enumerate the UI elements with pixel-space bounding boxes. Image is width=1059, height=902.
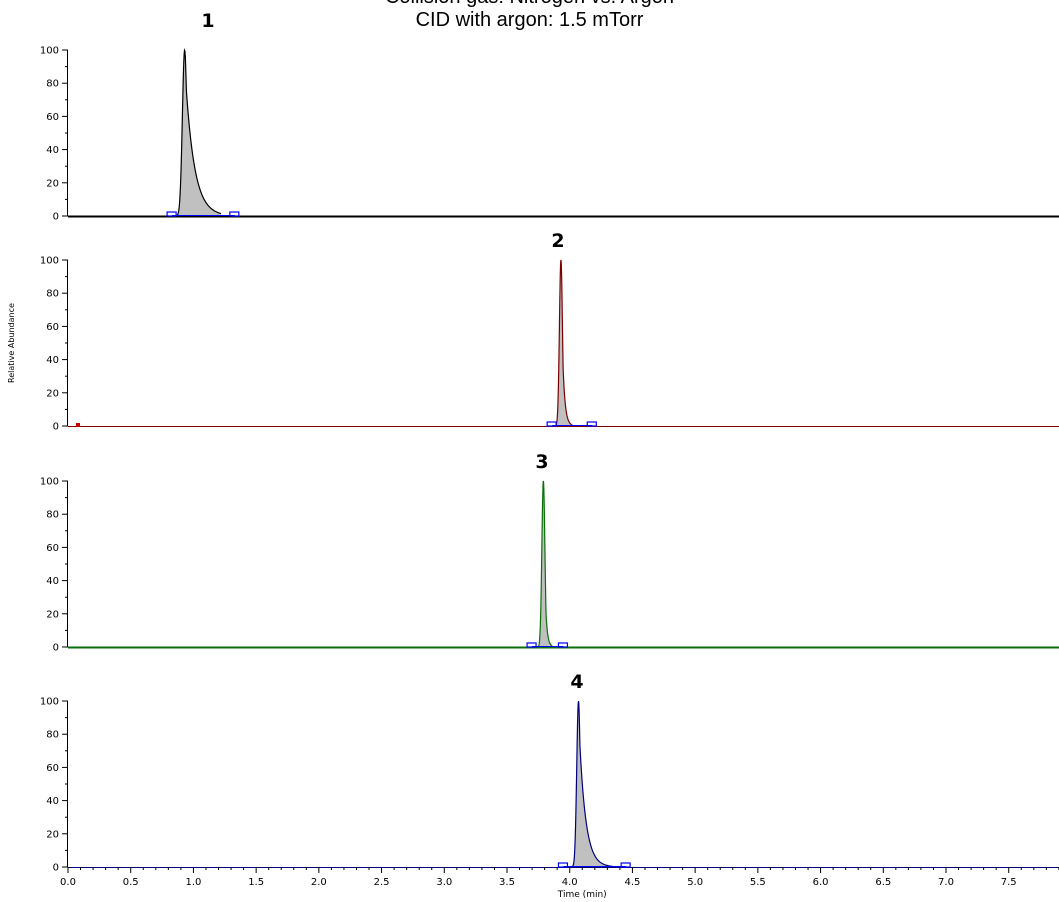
x-tick-label: 7.5 (1001, 877, 1017, 888)
y-tick-label: 40 (46, 796, 59, 807)
x-tick-label: 3.0 (436, 877, 452, 888)
peak-area (175, 50, 222, 217)
x-tick-label: 6.5 (875, 877, 891, 888)
y-tick-label: 100 (40, 477, 59, 488)
x-tick-label: 4.5 (624, 877, 640, 888)
y-tick-label: 0 (53, 643, 59, 654)
baseline-marker (526, 642, 537, 648)
baseline-marker (166, 211, 177, 217)
y-axis-label: Relative Abundance (7, 303, 16, 383)
x-axis-label: Time (min) (557, 890, 607, 900)
chart-header: Collision gas: Nitrogen vs. Argon CID wi… (0, 0, 1059, 30)
peak-line (537, 480, 553, 648)
x-tick-label: 5.5 (750, 877, 766, 888)
x-tick-label: 0.5 (123, 877, 139, 888)
y-tick-label: 60 (46, 543, 59, 554)
y-tick-label: 100 (40, 46, 59, 57)
chart-title-line-1: Collision gas: Nitrogen vs. Argon (0, 0, 1059, 9)
y-tick-label: 0 (53, 422, 59, 433)
y-tick-label: 60 (46, 112, 59, 123)
x-tick-label: 1.0 (185, 877, 201, 888)
y-tick-label: 80 (46, 289, 59, 300)
x-tick-label: 2.0 (311, 877, 327, 888)
y-tick-label: 60 (46, 763, 59, 774)
x-tick-label: 5.0 (687, 877, 703, 888)
peak-line (175, 48, 222, 217)
red-marker (76, 423, 81, 427)
y-tick-label: 100 (40, 256, 59, 267)
chart-title-line-2: CID with argon: 1.5 mTorr (415, 9, 644, 30)
panel-1: 0 20 40 60 80 100 1 (40, 10, 1059, 223)
y-tick-label: 20 (46, 178, 59, 189)
x-tick-label: 2.5 (374, 877, 390, 888)
peak-area (554, 260, 573, 426)
panel-3: 0 20 40 60 80 100 3 (40, 451, 1059, 654)
panel-label: 1 (201, 10, 214, 32)
peak-line (554, 259, 573, 427)
y-tick-label: 20 (46, 829, 59, 840)
y-tick-label: 80 (46, 510, 59, 521)
panel-4: 0 20 40 60 80 100 4 0.0 0.5 1.0 1.5 2.0 2.5 3.0 3.5 4.0… (40, 671, 1059, 900)
y-tick-label: 60 (46, 322, 59, 333)
panel-label: 4 (570, 671, 583, 693)
y-tick-label: 0 (53, 212, 59, 223)
x-tick-label: 1.5 (248, 877, 264, 888)
peak-area (572, 701, 613, 867)
x-tick-label: 7.0 (938, 877, 954, 888)
y-tick-label: 20 (46, 388, 59, 399)
y-tick-label: 80 (46, 730, 59, 741)
x-tick-label: 4.0 (562, 877, 578, 888)
panel-label: 2 (551, 230, 564, 252)
panel-2: 0 20 40 60 80 100 2 Relative Abundance (7, 230, 1059, 433)
y-tick-label: 40 (46, 576, 59, 587)
y-tick-label: 80 (46, 79, 59, 90)
x-tick-label: 6.0 (813, 877, 829, 888)
x-tick-label: 3.5 (499, 877, 515, 888)
y-tick-label: 40 (46, 355, 59, 366)
panel-label: 3 (535, 451, 548, 473)
y-tick-label: 0 (53, 863, 59, 874)
baseline-marker (546, 421, 557, 427)
y-tick-label: 40 (46, 145, 59, 156)
y-tick-label: 20 (46, 609, 59, 620)
peak-line (571, 701, 613, 868)
baseline-marker (557, 862, 569, 868)
x-tick-label: 0.0 (60, 877, 76, 888)
y-tick-label: 100 (40, 697, 59, 708)
